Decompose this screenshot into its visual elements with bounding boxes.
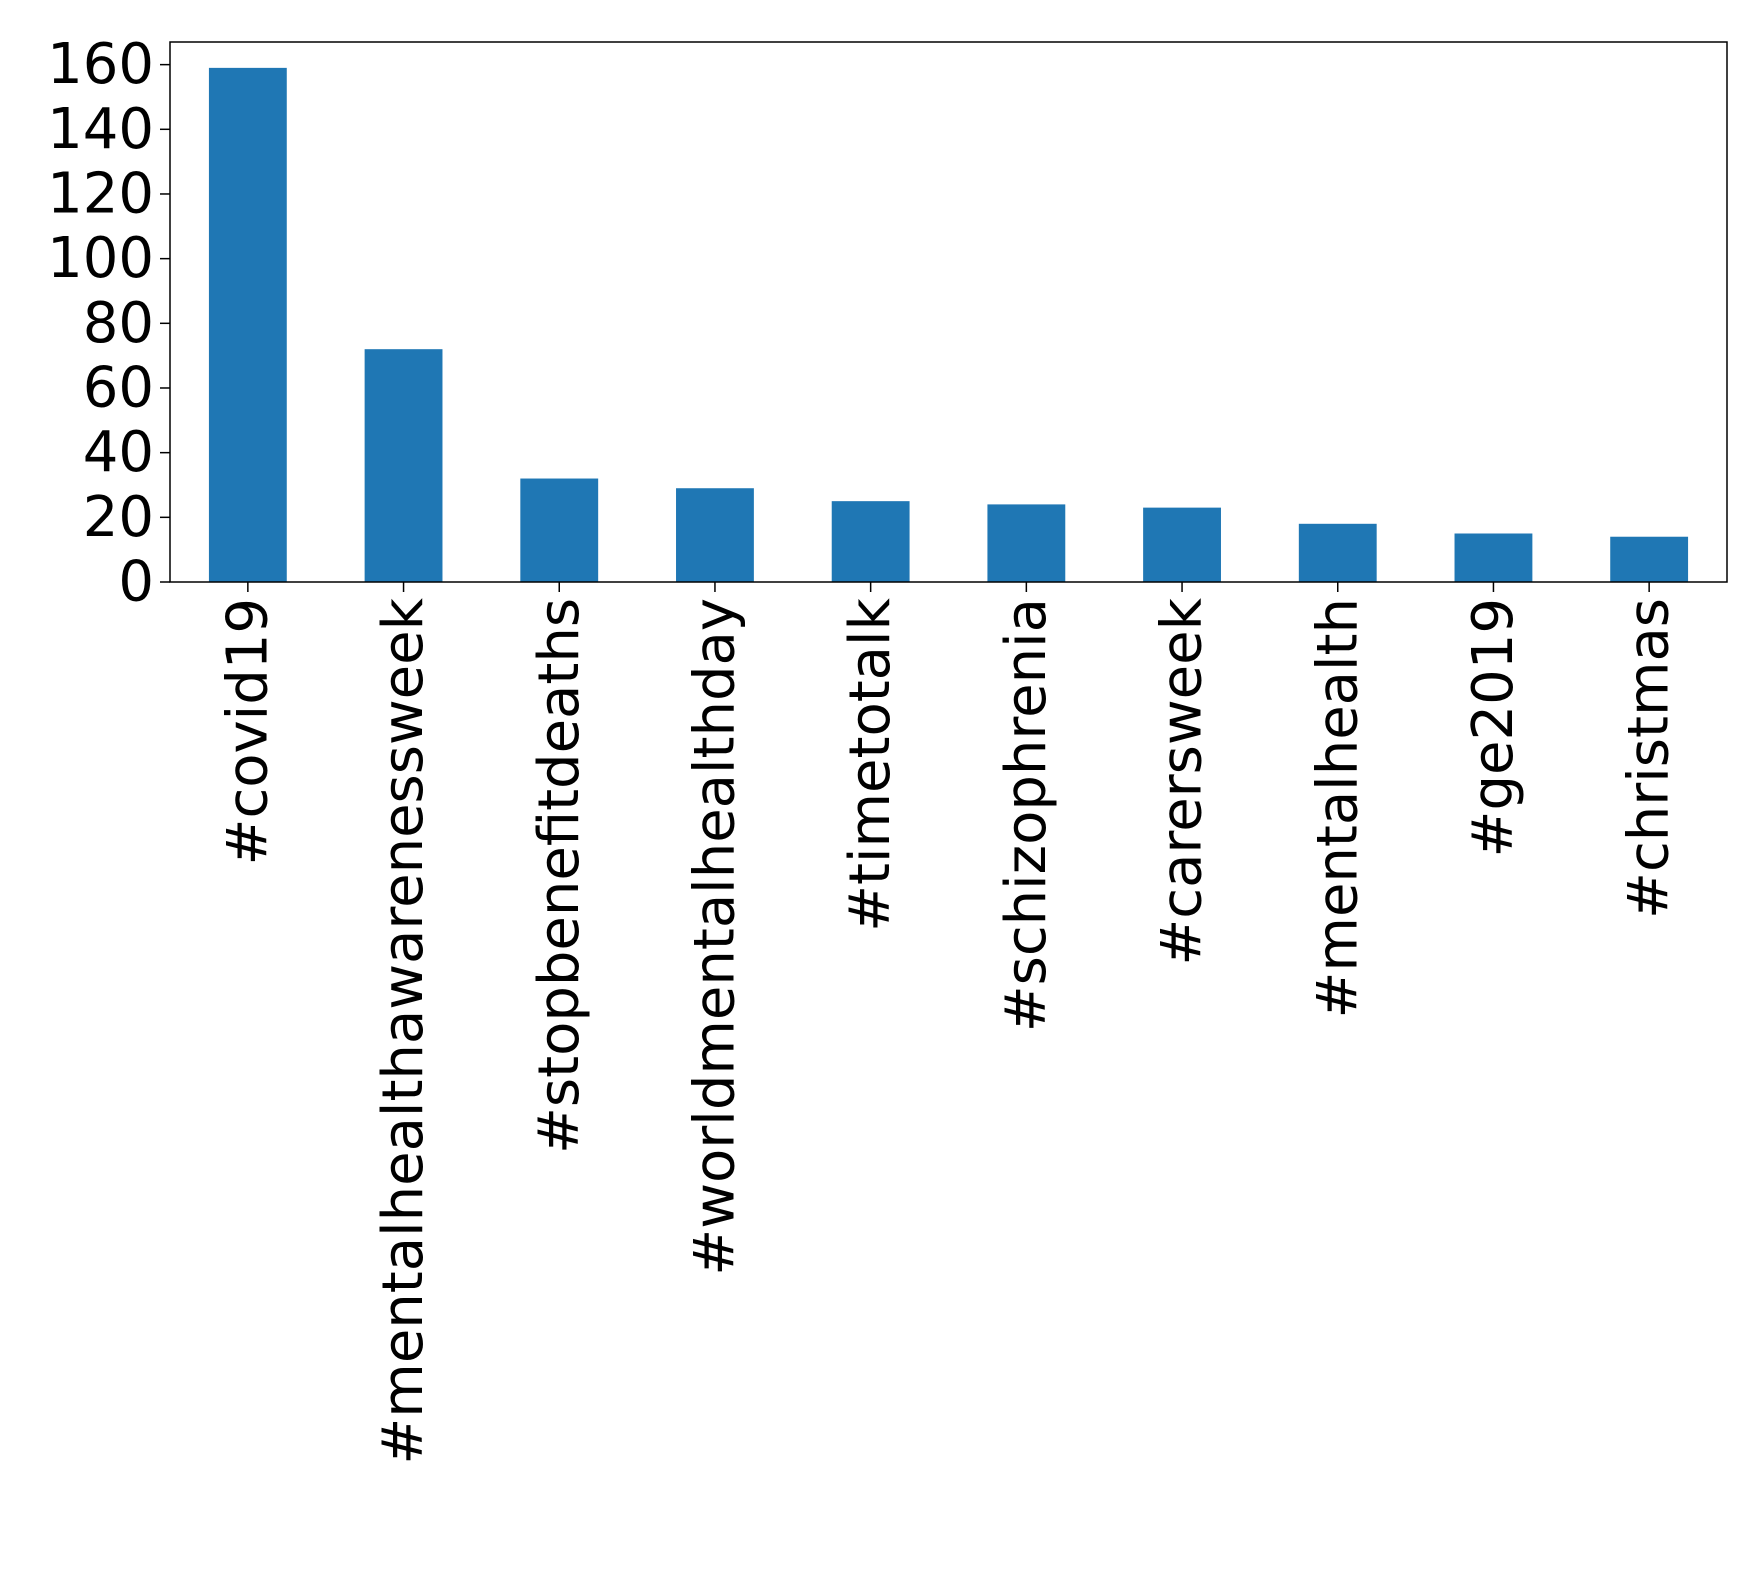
- x-tick-label: #covid19: [215, 598, 280, 865]
- bar: [520, 478, 599, 582]
- bar: [1454, 533, 1533, 582]
- bar: [364, 349, 443, 582]
- x-tick-label: #stopbenefitdeaths: [527, 598, 592, 1154]
- bar: [1143, 507, 1221, 582]
- y-tick-label: 120: [47, 161, 154, 226]
- bar: [676, 488, 754, 582]
- x-tick-label: #christmas: [1617, 598, 1682, 919]
- bar-series: [208, 67, 1689, 582]
- x-tick-label: #ge2019: [1461, 598, 1526, 857]
- x-tick-label: #mentalhealthawarenessweek: [371, 597, 436, 1464]
- bar: [208, 67, 287, 582]
- y-tick-label: 140: [47, 97, 154, 162]
- x-tick-label: #timetotalk: [838, 597, 903, 931]
- y-tick-label: 40: [83, 420, 154, 485]
- y-tick-label: 60: [83, 355, 154, 420]
- x-tick-label: #mentalhealth: [1305, 598, 1370, 1019]
- x-tick-label: #worldmentalhealthday: [682, 598, 747, 1276]
- bar: [831, 501, 910, 582]
- plot-frame: [169, 41, 1728, 583]
- x-tick-label: #schizophrenia: [994, 598, 1059, 1032]
- bar: [987, 504, 1066, 582]
- bar: [1298, 523, 1377, 582]
- y-tick-label: 20: [83, 485, 154, 550]
- y-tick-label: 80: [83, 291, 154, 356]
- y-tick-label: 160: [47, 32, 154, 97]
- x-tick-label: #carersweek: [1150, 597, 1215, 965]
- y-tick-label: 0: [118, 550, 154, 615]
- bar: [1610, 536, 1689, 582]
- x-axis: #covid19 #mentalhealthawarenessweek #stopb…: [215, 582, 1682, 1465]
- y-tick-label: 100: [47, 226, 154, 291]
